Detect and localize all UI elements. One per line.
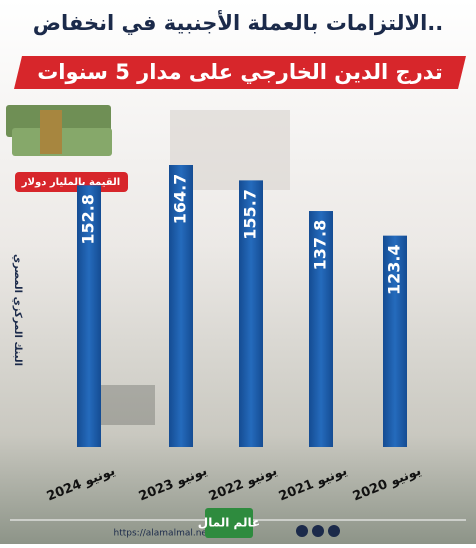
logo-box — [205, 508, 253, 538]
website: https://alamalmal.net — [114, 529, 211, 539]
chart-title: الالتزامات بالعملة الأجنبية في انخفاض.. — [33, 9, 444, 35]
bar-shine — [383, 235, 407, 447]
bar-shine — [169, 165, 193, 447]
money-icon — [6, 105, 112, 156]
chart-subtitle: تدرج الدين الخارجي على مدار 5 سنوات — [37, 60, 443, 85]
background-flag — [95, 385, 155, 425]
value-label: 152.8 — [79, 194, 98, 245]
source: البنك المركزي المصري — [12, 254, 23, 366]
bar-shine — [239, 180, 263, 447]
unit-note: القيمة بالمليار دولار — [21, 177, 120, 188]
logo: عالم المال — [198, 516, 260, 530]
value-label: 164.7 — [171, 174, 190, 225]
subtitle-banner — [14, 56, 466, 89]
social-icons — [296, 525, 340, 537]
value-label: 123.4 — [385, 244, 404, 295]
bar-shine — [309, 211, 333, 447]
value-label: 155.7 — [241, 189, 260, 240]
value-label: 137.8 — [311, 220, 330, 271]
bar-shine — [77, 185, 101, 447]
